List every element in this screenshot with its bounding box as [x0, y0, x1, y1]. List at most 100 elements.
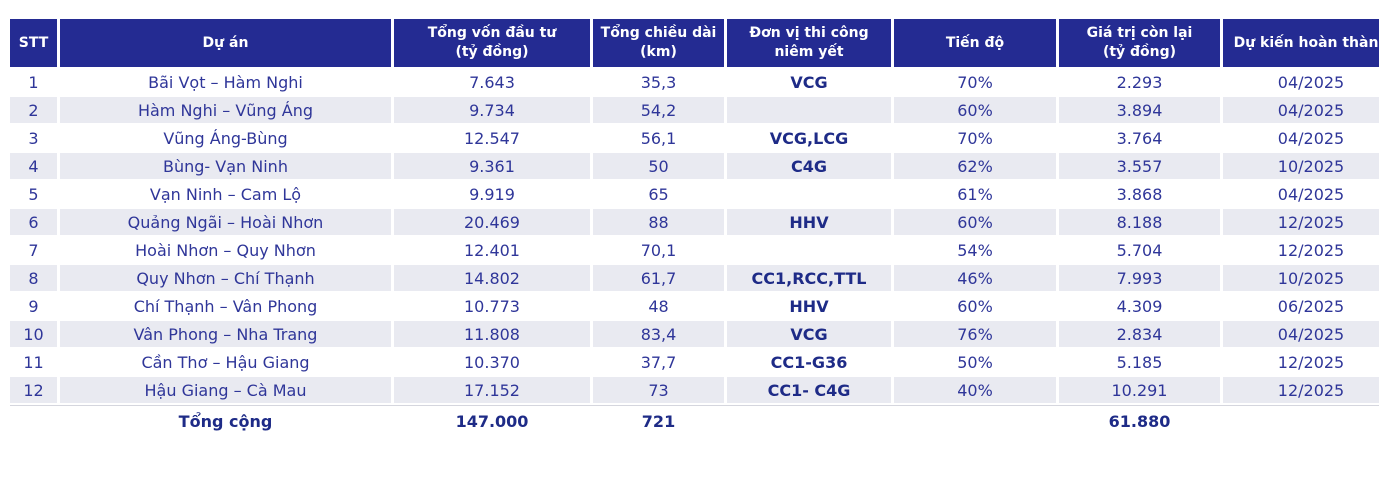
cell-project: Vũng Áng-Bùng [163, 128, 288, 148]
cell-stt: 3 [28, 128, 39, 148]
cell-contractor: CC1- C4G [727, 377, 891, 403]
cell-stt: 4 [10, 153, 57, 179]
header-label: Dự án [202, 34, 249, 51]
header-sublabel: niêm yết [774, 44, 844, 60]
cell-project: Hàm Nghi – Vũng Áng [60, 97, 391, 123]
table-row: 10 Vân Phong – Nha Trang 11.808 83,4 VCG… [10, 321, 1379, 347]
cell-progress: 40% [894, 377, 1056, 403]
cell-progress: 60% [894, 97, 1056, 123]
cell-remaining: 3.764 [1116, 128, 1163, 148]
cell-capital: 10.370 [464, 352, 520, 372]
header-sublabel: (km) [640, 44, 677, 60]
cell-progress: 62% [894, 153, 1056, 179]
cell-stt: 11 [23, 352, 44, 372]
cell-stt: 10 [10, 321, 57, 347]
cell-length: 721 [641, 411, 676, 431]
col-header-length: Tổng chiều dài (km) [593, 19, 724, 67]
cell-completion: 04/2025 [1223, 321, 1379, 347]
table-row: 11 Cần Thơ – Hậu Giang 10.370 37,7 CC1-G… [10, 349, 1379, 375]
col-header-remaining: Giá trị còn lại (tỷ đồng) [1059, 19, 1220, 67]
col-header-contractor: Đơn vị thi công niêm yết [727, 19, 891, 67]
total-row: Tổng cộng 147.000 721 61.880 [10, 408, 1379, 434]
cell-completion: 10/2025 [1223, 153, 1379, 179]
cell-remaining: 5.704 [1116, 240, 1163, 260]
cell-stt: 5 [28, 184, 39, 204]
table-row: 2 Hàm Nghi – Vũng Áng 9.734 54,2 60% 3.8… [10, 97, 1379, 123]
header-label: Giá trị còn lại [1086, 25, 1193, 42]
cell-capital: 17.152 [394, 377, 590, 403]
cell-capital: 7.643 [469, 72, 515, 92]
cell-progress: 46% [894, 265, 1056, 291]
cell-length: 37,7 [640, 352, 677, 372]
cell-contractor [727, 181, 891, 207]
header-sublabel: (tỷ đồng) [1102, 44, 1177, 60]
cell-completion: 04/2025 [1277, 184, 1345, 204]
cell-capital: 147.000 [455, 411, 529, 431]
cell-capital: 20.469 [394, 209, 590, 235]
cell-length: 88 [593, 209, 724, 235]
cell-contractor: HHV [789, 296, 829, 316]
cell-remaining: 7.993 [1059, 265, 1220, 291]
cell-completion: 10/2025 [1223, 265, 1379, 291]
col-header-stt: STT [10, 19, 57, 67]
col-header-completion: Dự kiến hoàn thành [1223, 19, 1379, 67]
total-label: Tổng cộng [178, 411, 273, 431]
cell-project: Cần Thơ – Hậu Giang [141, 352, 310, 372]
table-row: 5 Vạn Ninh – Cam Lộ 9.919 65 61% 3.868 0… [10, 181, 1379, 207]
cell-remaining: 10.291 [1059, 377, 1220, 403]
cell-progress: 60% [894, 209, 1056, 235]
cell-contractor: VCG [790, 72, 828, 92]
cell-length: 50 [593, 153, 724, 179]
cell-completion: 12/2025 [1223, 209, 1379, 235]
cell-length: 56,1 [640, 128, 677, 148]
cell-remaining: 61.880 [1108, 411, 1171, 431]
cell-project: Vạn Ninh – Cam Lộ [149, 184, 302, 204]
cell-completion: 12/2025 [1277, 352, 1345, 372]
cell-remaining: 3.557 [1059, 153, 1220, 179]
cell-progress: 60% [957, 296, 993, 316]
expressway-projects-table: STT Dự án Tổng vốn đầu tư (tỷ đồng) Tổng … [7, 17, 1379, 436]
cell-length: 65 [648, 184, 669, 204]
cell-contractor [727, 237, 891, 263]
cell-project: Bùng- Vạn Ninh [60, 153, 391, 179]
cell-contractor: HHV [727, 209, 891, 235]
cell-stt: 6 [10, 209, 57, 235]
header-label: Tổng chiều dài [600, 25, 717, 42]
cell-length: 54,2 [593, 97, 724, 123]
cell-project: Quy Nhơn – Chí Thạnh [60, 265, 391, 291]
cell-remaining: 5.185 [1116, 352, 1163, 372]
cell-progress: 54% [957, 240, 993, 260]
cell-capital: 14.802 [394, 265, 590, 291]
table-row: 4 Bùng- Vạn Ninh 9.361 50 C4G 62% 3.557 … [10, 153, 1379, 179]
cell-contractor: C4G [727, 153, 891, 179]
cell-stt: 1 [28, 72, 39, 92]
col-header-project: Dự án [60, 19, 391, 67]
cell-capital: 9.734 [394, 97, 590, 123]
cell-length: 61,7 [593, 265, 724, 291]
divider-cell [10, 405, 1379, 406]
cell-project: Hậu Giang – Cà Mau [60, 377, 391, 403]
cell-project: Quảng Ngãi – Hoài Nhơn [60, 209, 391, 235]
cell-length: 73 [593, 377, 724, 403]
cell-project: Chí Thạnh – Vân Phong [133, 296, 318, 316]
cell-stt: 7 [28, 240, 39, 260]
cell-progress: 61% [957, 184, 993, 204]
cell-remaining: 2.834 [1059, 321, 1220, 347]
header-label: Dự kiến hoàn thành [1233, 34, 1379, 51]
cell-remaining: 4.309 [1116, 296, 1163, 316]
cell-completion: 04/2025 [1277, 72, 1345, 92]
cell-completion: 12/2025 [1277, 240, 1345, 260]
cell-stt: 12 [10, 377, 57, 403]
cell-capital: 12.547 [464, 128, 520, 148]
table-row: 12 Hậu Giang – Cà Mau 17.152 73 CC1- C4G… [10, 377, 1379, 403]
cell-progress: 70% [957, 128, 993, 148]
cell-completion: 04/2025 [1223, 97, 1379, 123]
cell-length: 48 [648, 296, 669, 316]
cell-stt: 2 [10, 97, 57, 123]
cell-contractor [727, 97, 891, 123]
cell-capital: 9.919 [469, 184, 515, 204]
cell-contractor: CC1,RCC,TTL [727, 265, 891, 291]
cell-contractor [727, 408, 891, 434]
cell-completion: 12/2025 [1223, 377, 1379, 403]
cell-length: 83,4 [593, 321, 724, 347]
